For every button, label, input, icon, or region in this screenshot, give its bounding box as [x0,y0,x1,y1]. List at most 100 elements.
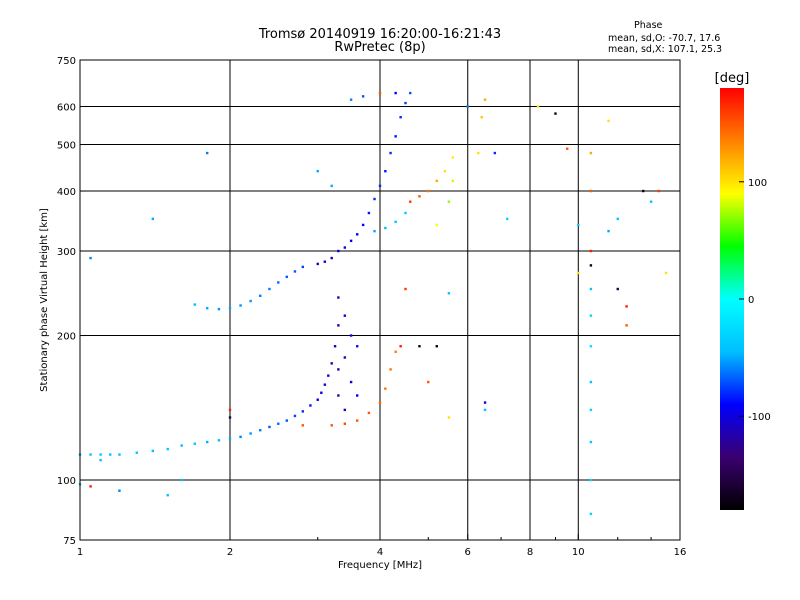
data-point [480,116,483,119]
x-tick-label: 6 [465,547,471,558]
y-tick-label: 400 [57,187,76,198]
data-point [404,211,407,215]
data-point [447,200,451,203]
data-point [349,98,353,101]
data-point [217,307,221,311]
data-point [378,91,382,95]
colorbar-tick-label: 0 [748,295,754,306]
x-axis-label: Frequency [MHz] [338,560,422,571]
data-point [228,416,232,419]
data-point [337,324,340,327]
data-point [99,458,102,462]
data-point [309,404,312,407]
data-point [337,296,340,299]
data-point [355,345,359,348]
data-point [664,271,668,275]
data-point [589,249,593,253]
data-point [589,151,593,155]
data-point [259,294,262,297]
data-point [301,265,305,269]
data-point [228,437,232,440]
data-point [589,408,593,412]
data-point [355,394,359,397]
data-point [293,414,297,418]
data-point [285,419,288,422]
data-point [427,380,430,384]
data-point [205,151,209,155]
data-point [435,345,438,348]
data-point [616,287,619,291]
data-point [343,422,347,425]
data-point [389,368,392,371]
data-point [166,493,169,497]
data-point [268,425,271,429]
data-point [589,478,593,482]
chart-subtitle: RwPretec (8p) [334,40,426,55]
data-point [367,411,371,415]
data-point [330,256,333,260]
data-point [228,307,232,310]
data-point [616,217,619,221]
data-point [228,408,232,412]
data-point [399,116,402,119]
data-point [361,223,365,227]
data-point [483,401,487,404]
data-point [330,424,333,427]
data-point [384,387,387,390]
data-point [239,304,242,307]
colorbar-ticks: 100 0 -100 [739,178,771,423]
data-point [536,105,540,108]
data-point [89,256,92,260]
data-point [404,101,407,105]
data-point [435,179,438,183]
data-point [367,211,371,215]
data-point [239,435,242,439]
data-point [625,324,628,327]
data-point [217,439,221,442]
data-point [151,449,155,453]
data-point [589,287,593,291]
data-point [89,453,92,456]
x-tick-label: 16 [674,547,687,558]
data-point [118,489,121,492]
data-point [316,169,319,173]
data-point [384,169,387,173]
data-point [89,485,92,488]
data-point [259,429,262,432]
data-point [409,200,412,203]
data-point [355,233,359,236]
data-point [151,217,155,221]
data-point [333,345,337,348]
data-point [316,262,319,266]
data-point [443,169,447,173]
data-point [180,478,183,482]
data-point [349,380,353,384]
data-point [293,270,297,273]
data-point [447,416,451,419]
echo-points [78,91,668,516]
y-tick-label: 75 [63,536,76,547]
data-point [607,229,610,233]
data-point [301,424,305,427]
data-point [373,229,376,233]
phase-stats-x: mean, sd,X: 107.1, 25.3 [608,44,723,55]
data-point [466,105,469,108]
phase-heading: Phase [634,20,663,31]
data-point [394,91,397,95]
data-point [320,391,323,394]
data-point [109,453,112,456]
data-point [418,195,421,198]
data-point [249,299,252,303]
data-point [577,223,580,227]
data-point [249,432,252,435]
data-point [589,314,593,317]
data-point [451,156,455,159]
data-point [205,440,209,444]
data-point [447,292,451,295]
y-tick-label: 300 [57,247,76,258]
data-point [483,98,487,101]
data-point [427,189,430,193]
x-tick-label: 2 [227,547,233,558]
data-point [589,264,593,267]
